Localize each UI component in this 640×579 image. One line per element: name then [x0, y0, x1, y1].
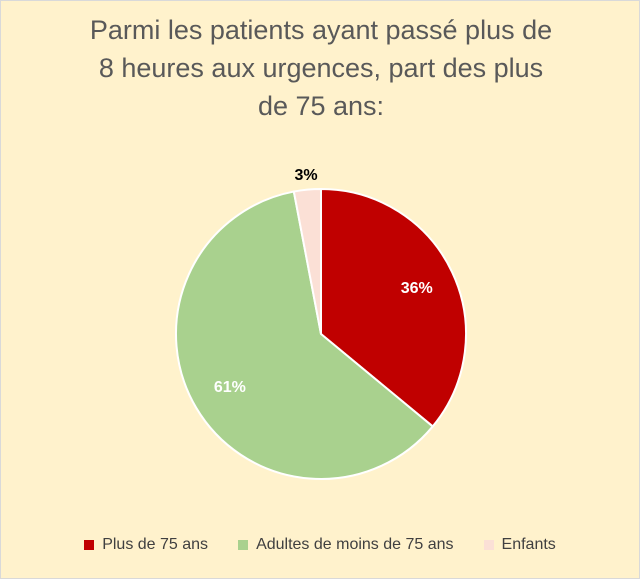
- chart-legend: Plus de 75 ans Adultes de moins de 75 an…: [1, 536, 639, 554]
- legend-item-adultes: Adultes de moins de 75 ans: [238, 536, 454, 554]
- chart-title-line-1: Parmi les patients ayant passé plus de: [89, 15, 553, 45]
- chart-title-line-3: de 75 ans:: [257, 91, 385, 121]
- data-label-adultes-de-moins-de-75-ans: 61%: [214, 379, 246, 396]
- legend-label-plus-de-75: Plus de 75 ans: [102, 536, 209, 553]
- legend-item-enfants: Enfants: [483, 536, 556, 554]
- legend-swatch-enfants: [483, 540, 494, 550]
- legend-label-adultes: Adultes de moins de 75 ans: [256, 536, 454, 553]
- chart-title: Parmi les patients ayant passé plus de 8…: [41, 11, 601, 125]
- legend-item-plus-de-75: Plus de 75 ans: [84, 536, 208, 554]
- pie-slice-enfants: [292, 187, 322, 335]
- legend-label-enfants: Enfants: [501, 536, 556, 553]
- data-label-plus-de-75-ans: 36%: [401, 280, 433, 297]
- pie-slice-adultes-de-moins-de-75-ans: [175, 190, 435, 480]
- legend-swatch-adultes: [238, 540, 249, 550]
- chart-title-line-2: 8 heures aux urgences, part des plus: [98, 53, 544, 83]
- pie-chart: 36% 61% 3%: [175, 167, 467, 480]
- pie-slice-plus-de-75-ans: [320, 187, 467, 428]
- legend-swatch-plus-de-75: [84, 540, 95, 550]
- data-label-enfants: 3%: [294, 167, 317, 184]
